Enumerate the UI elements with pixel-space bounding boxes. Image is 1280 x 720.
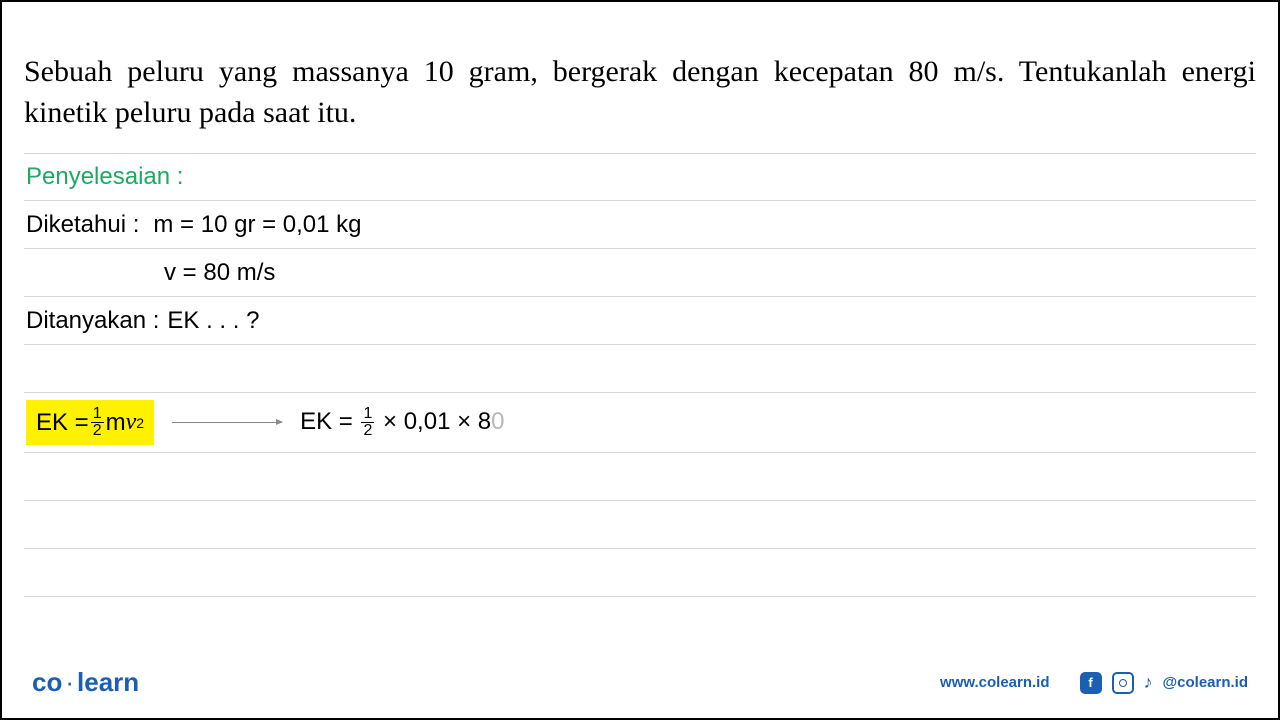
frac-num-2: 1 <box>361 406 374 423</box>
frac-den: 2 <box>91 423 104 439</box>
solution-label: Penyelesaian : <box>26 159 183 195</box>
formula-highlight: EK = 1 2 mv2 <box>26 400 154 445</box>
fraction-half-2: 1 2 <box>361 406 374 439</box>
social-handle: @colearn.id <box>1163 674 1248 691</box>
asked-text: EK . . . ? <box>167 307 259 335</box>
formula-sup: 2 <box>136 415 144 431</box>
website-link[interactable]: www.colearn.id <box>940 674 1049 691</box>
formula-right-fade: 0 <box>491 408 504 435</box>
fraction-half: 1 2 <box>91 406 104 439</box>
footer: co·learn www.colearn.id f ♪ @colearn.id <box>2 667 1278 698</box>
known-mass: m = 10 gr = 0,01 kg <box>153 211 361 239</box>
frac-den-2: 2 <box>361 423 374 439</box>
brand-left: co <box>32 667 62 697</box>
formula-left-prefix: EK = <box>36 409 89 437</box>
formula-v: v <box>126 409 137 436</box>
frac-num: 1 <box>91 406 104 423</box>
question-text: Sebuah peluru yang massanya 10 gram, ber… <box>24 52 1256 133</box>
known-label: Diketahui : <box>26 211 139 239</box>
known-velocity: v = 80 m/s <box>164 259 275 287</box>
brand-logo: co·learn <box>32 667 139 698</box>
worksheet: Penyelesaian : Diketahui : m = 10 gr = 0… <box>24 153 1256 645</box>
arrow-icon <box>172 422 282 423</box>
formula-m: m <box>106 409 126 437</box>
facebook-icon[interactable]: f <box>1080 672 1102 694</box>
formula-right: EK = 1 2 × 0,01 × 80 <box>300 406 504 439</box>
formula-right-mid: × 0,01 × 8 <box>383 408 491 435</box>
brand-right: learn <box>77 667 139 697</box>
tiktok-icon[interactable]: ♪ <box>1144 672 1153 693</box>
formula-right-prefix: EK = <box>300 408 359 435</box>
instagram-icon[interactable] <box>1112 672 1134 694</box>
asked-label: Ditanyakan : <box>26 307 159 335</box>
formula-row: EK = 1 2 mv2 EK = 1 2 × 0,01 × 80 <box>24 393 1256 453</box>
